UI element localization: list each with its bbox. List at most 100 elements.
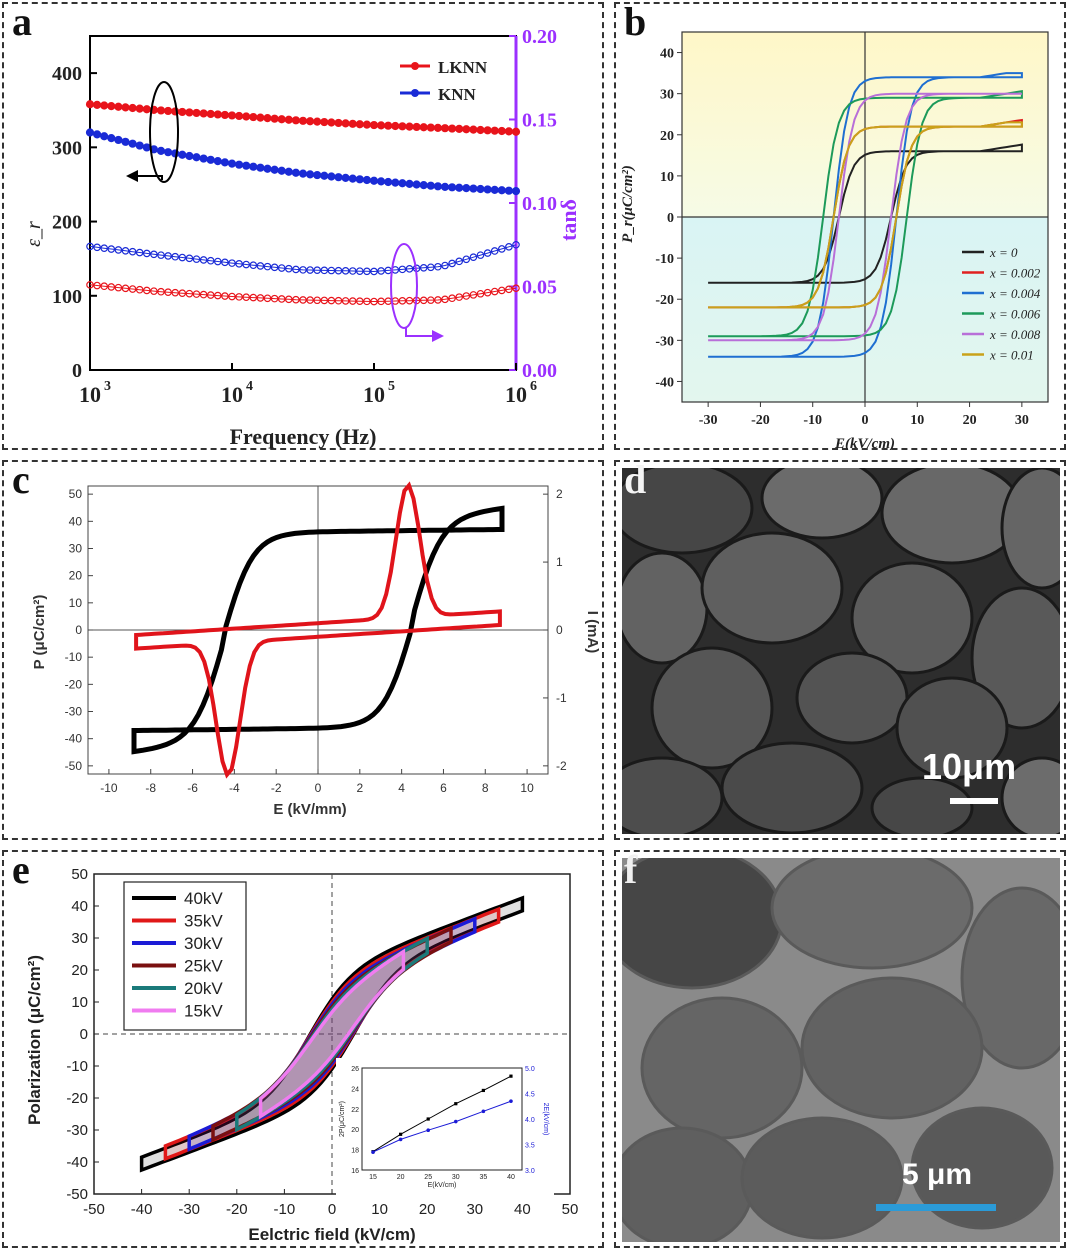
- series-point-LKNN: [348, 297, 357, 305]
- series-point-KNN: [121, 137, 130, 146]
- series-point-KNN: [277, 166, 286, 175]
- series-point-LKNN: [419, 296, 428, 305]
- y-tick-label: 20: [71, 962, 88, 979]
- x-tick-exponent: 6: [530, 379, 537, 394]
- sem-grain-drawing-d: [622, 468, 1060, 834]
- series-point-KNN: [107, 133, 116, 143]
- series-point-LKNN: [469, 291, 478, 299]
- inset-y-label-left: 2P(μC/cm²): [339, 1101, 346, 1137]
- y-tick-label-right: 0.00: [522, 360, 557, 382]
- series-point-KNN: [469, 184, 478, 193]
- x-tick-label: -20: [226, 1201, 248, 1218]
- series-point-KNN: [483, 185, 492, 194]
- series-point-LKNN: [405, 122, 414, 131]
- y-tick-label: 0: [80, 1026, 88, 1043]
- panel-label-f: f: [624, 847, 638, 892]
- sem-grain: [720, 741, 864, 834]
- legend-label: x = 0.008: [989, 327, 1041, 342]
- series-point-LKNN: [220, 110, 229, 120]
- x-tick-label: 10: [363, 382, 385, 407]
- x-tick-label: 10: [371, 1201, 388, 1218]
- x-tick-label: 8: [482, 781, 489, 795]
- panel-d: d 10μm: [614, 457, 1066, 840]
- series-point-LKNN: [128, 285, 137, 293]
- series-point-KNN: [448, 259, 456, 268]
- series-point-KNN: [426, 263, 435, 272]
- panel-label-e: e: [12, 847, 30, 892]
- series-point-LKNN: [370, 297, 378, 306]
- inset-y-tick-right: 4.5: [525, 1092, 535, 1099]
- panel-b: b -30 -20 -10 0 10 20 30 -40 -30 -20 -10 0 10 20 30 40 E…: [614, 0, 1066, 450]
- series-point-KNN: [100, 132, 109, 141]
- legend-label: x = 0.01: [989, 348, 1034, 363]
- series-point-KNN: [348, 174, 357, 183]
- panel-label-d: d: [624, 457, 647, 502]
- series-point-KNN: [440, 182, 450, 191]
- loop-x=0.004: [708, 72, 1023, 358]
- series-point-LKNN: [228, 292, 236, 301]
- inset-y-tick-left: 26: [351, 1066, 359, 1073]
- inset-y-tick-right: 3.5: [525, 1143, 535, 1150]
- y-tick-label-left: 10: [69, 596, 83, 610]
- x-tick-label: -6: [187, 781, 198, 795]
- series-point-LKNN: [426, 296, 435, 304]
- y-tick-label: -40: [655, 375, 674, 390]
- panel-label-c: c: [12, 457, 30, 502]
- y-tick-label: -20: [66, 1090, 88, 1107]
- series-point-KNN: [135, 248, 144, 257]
- x-tick-label: 0: [315, 781, 322, 795]
- ellipse-annotation-right: [390, 243, 418, 329]
- series-point-KNN: [348, 267, 357, 275]
- series-point-KNN: [277, 264, 286, 272]
- series-point-KNN: [298, 169, 308, 178]
- series-point-KNN: [150, 250, 158, 259]
- inset-x-tick-label: 25: [424, 1174, 432, 1181]
- series-point-LKNN: [156, 106, 166, 115]
- series-point-KNN: [121, 246, 130, 255]
- p-loop: [131, 505, 505, 755]
- y-axis-label: Polarization (μC/cm²): [25, 955, 44, 1125]
- inset-point-2Pr: [426, 1117, 430, 1121]
- series-point-KNN: [114, 135, 123, 145]
- legend-label: 20kV: [184, 979, 223, 998]
- y-tick-label-left: -50: [65, 759, 83, 773]
- series-point-LKNN: [341, 119, 350, 128]
- series-point-LKNN: [121, 284, 130, 293]
- series-point-LKNN: [448, 124, 457, 133]
- inset-point-2Pr: [399, 1132, 403, 1136]
- series-point-KNN: [156, 146, 166, 155]
- series-point-KNN: [206, 155, 215, 164]
- loop-40kV: [139, 895, 525, 1173]
- series-point-KNN: [85, 128, 95, 137]
- series-point-LKNN: [143, 286, 151, 295]
- x-tick-label: 4: [398, 781, 405, 795]
- x-tick-label: -50: [83, 1201, 105, 1218]
- series-point-LKNN: [483, 288, 492, 297]
- scale-bar-label-f: 5 μm: [902, 1158, 973, 1191]
- x-tick-label: 10: [79, 382, 101, 407]
- x-tick-label: 10: [221, 382, 243, 407]
- x-axis-label: E(kV/cm): [834, 436, 895, 450]
- series-point-KNN: [256, 262, 265, 270]
- loop-x=0.008: [708, 92, 1022, 342]
- series-point-KNN: [426, 181, 435, 190]
- y-tick-label: 40: [660, 47, 674, 62]
- series-point-KNN: [363, 267, 371, 276]
- series-point-LKNN: [363, 297, 371, 306]
- series-point-KNN: [157, 251, 165, 259]
- series-point-LKNN: [377, 297, 385, 306]
- x-tick-label: -10: [803, 413, 822, 428]
- series-point-LKNN: [235, 111, 244, 121]
- series-point-KNN: [185, 151, 194, 161]
- x-axis-label: Eelctric field (kV/cm): [248, 1225, 415, 1244]
- sem-grain: [850, 561, 974, 675]
- series-point-KNN: [434, 262, 442, 271]
- series-point-KNN: [455, 183, 464, 192]
- series-point-LKNN: [206, 291, 215, 299]
- y-tick-label: -30: [66, 1122, 88, 1139]
- series-point-LKNN: [341, 297, 350, 305]
- series-point-KNN: [490, 185, 499, 194]
- x-tick-label: -8: [145, 781, 156, 795]
- y-axis-label: P_r(μC/cm²): [620, 165, 636, 243]
